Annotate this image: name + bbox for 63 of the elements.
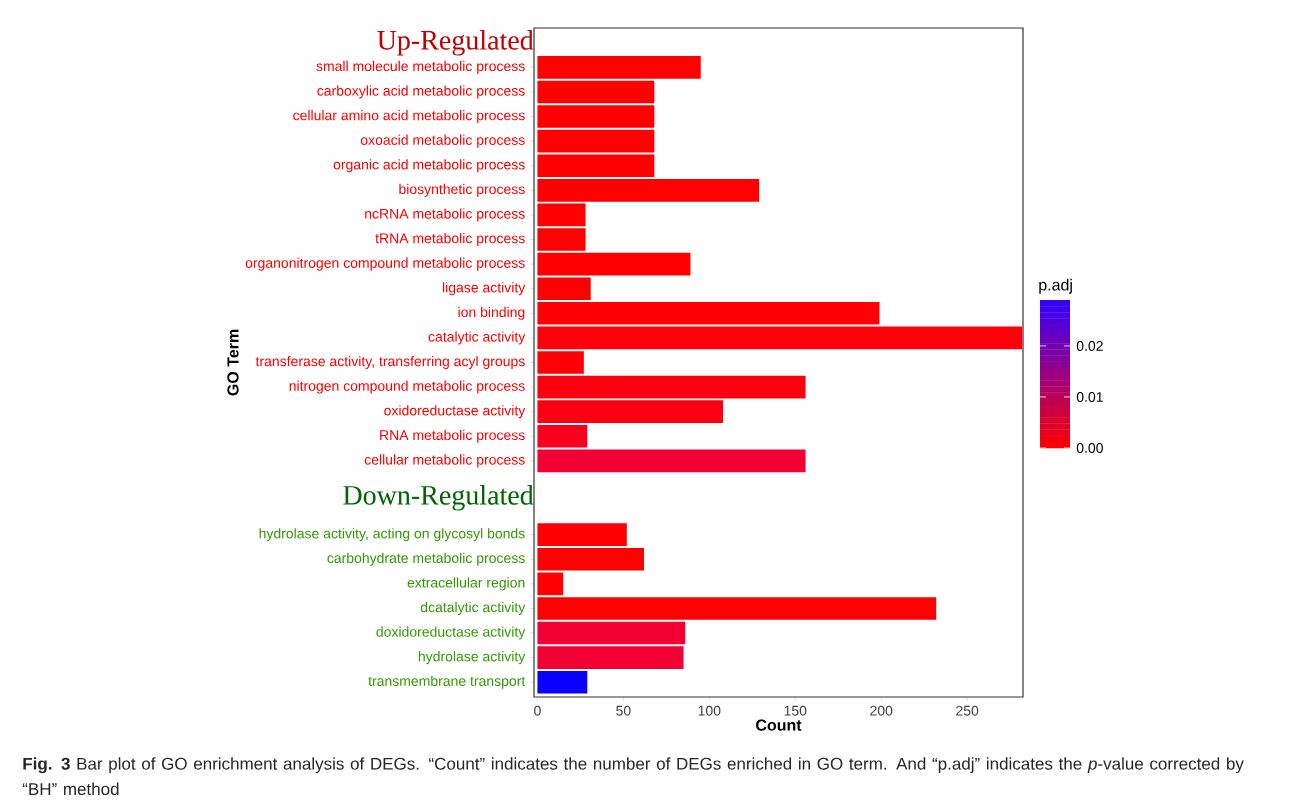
y-tick-label: hydrolase activity, acting on glycosyl bonds	[259, 528, 525, 542]
text: Up-Regulated	[377, 30, 534, 56]
y-tick-label: tRNA metabolic process	[375, 233, 525, 247]
bar	[537, 597, 937, 620]
y-tick-label: ion binding	[458, 306, 525, 320]
y-tick-label: organic acid metabolic process	[333, 159, 525, 173]
bar	[537, 326, 1023, 350]
bar	[537, 80, 655, 104]
y-tick-label: cellular amino acid metabolic process	[293, 110, 525, 124]
y-tick-label: small molecule metabolic process	[316, 60, 525, 74]
y-tick-label: biosynthetic process	[399, 183, 525, 197]
y-tick-label: transmembrane transport	[368, 675, 526, 689]
y-tick-label: ligase activity	[442, 282, 526, 296]
y-tick-label: cellular metabolic process	[364, 454, 525, 468]
x-tick-label: 50	[616, 705, 631, 716]
bar	[537, 129, 655, 153]
bar	[537, 449, 806, 473]
y-tick-label: transferase activity, transferring acyl groups	[255, 355, 525, 370]
x-tick-label: 200	[870, 705, 893, 716]
bar	[537, 646, 684, 669]
y-tick-label: hydrolase activity	[418, 651, 526, 665]
x-tick-label: 0	[534, 705, 541, 716]
y-tick-label: doxidoreductase activity	[376, 626, 526, 640]
y-tick-label: oxoacid metabolic process	[360, 134, 525, 148]
y-tick-label: organonitrogen compound metabolic process	[245, 257, 525, 271]
bar	[537, 621, 686, 645]
bar	[537, 179, 760, 202]
bar	[537, 670, 588, 694]
bar	[537, 572, 564, 596]
y-tick-label: RNA metabolic process	[380, 429, 525, 443]
bar	[537, 523, 627, 546]
y-tick-label: carbohydrate metabolic process	[327, 552, 525, 566]
bar	[537, 424, 588, 448]
color-bar-label: 0.00	[1076, 443, 1103, 453]
bar	[537, 105, 655, 128]
color-bar-label: 0.02	[1076, 340, 1103, 351]
x-tick-label: 100	[698, 705, 721, 716]
bar	[537, 203, 586, 227]
bar	[537, 301, 880, 325]
bar	[537, 56, 701, 79]
color-bar-title: p.adj	[1039, 278, 1072, 294]
y-tick-label: nitrogen compound metabolic process	[289, 380, 525, 394]
bar	[537, 547, 645, 571]
text: Down-Regulated	[343, 485, 534, 511]
text: Fig. 3 Bar plot of GO enrichment analysis of DEGs. “Count” indicates the number of DEGs enriched in GO term. And “p.adj” indicates the p-value corrected by “BH” method	[22, 757, 1244, 796]
bar	[537, 400, 724, 423]
x-tick-label: 250	[956, 705, 979, 716]
color-bar-label: 0.01	[1076, 392, 1103, 402]
bar	[537, 252, 691, 276]
y-tick-label: extracellular region	[407, 577, 525, 591]
y-tick-label: catalytic activity	[428, 331, 526, 345]
bar	[537, 154, 655, 178]
y-tick-label: carboxylic acid metabolic process	[317, 85, 525, 99]
y-tick-label: dcatalytic activity	[420, 601, 526, 615]
bar	[537, 351, 584, 374]
bar	[537, 277, 591, 301]
bar	[537, 375, 806, 399]
x-tick-label: 150	[784, 705, 807, 716]
y-axis-title: GO Term	[227, 329, 239, 396]
x-axis-title: Count	[756, 719, 802, 731]
bar	[537, 228, 586, 251]
y-tick-label: ncRNA metabolic process	[365, 208, 525, 222]
y-tick-label: oxidoreductase activity	[384, 405, 526, 419]
